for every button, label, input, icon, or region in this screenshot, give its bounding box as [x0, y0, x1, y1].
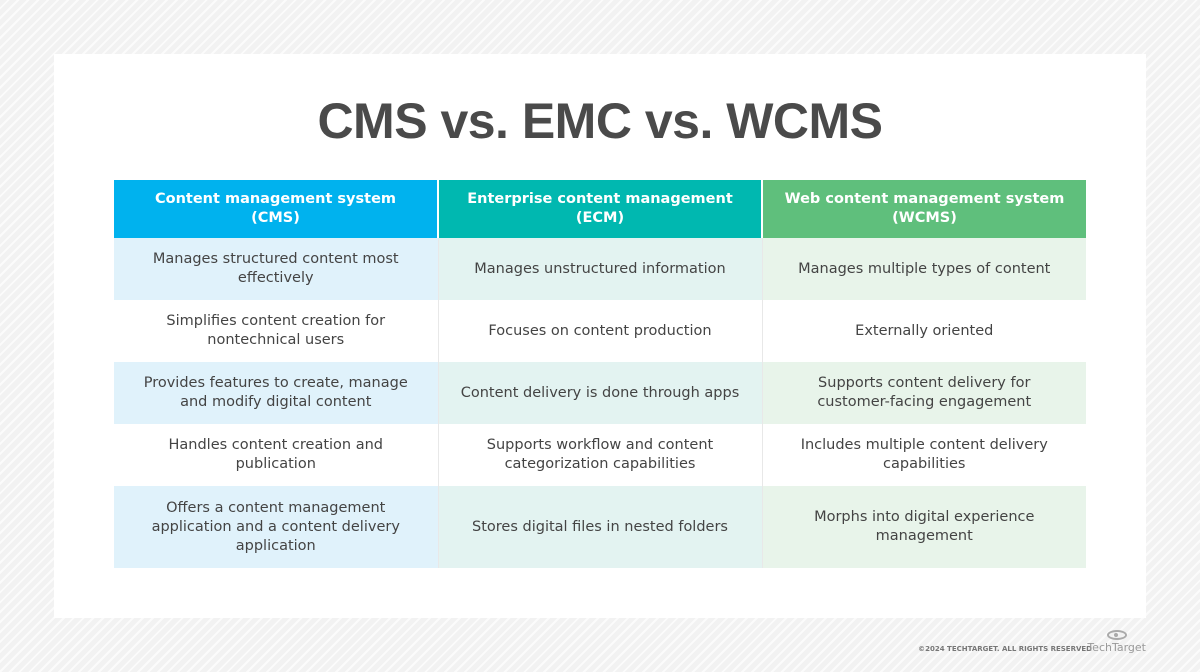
table-cell: Focuses on content production	[438, 300, 763, 362]
header-ecm: Enterprise content management (ECM)	[438, 180, 763, 238]
table-cell: Supports workflow and content categoriza…	[438, 424, 763, 486]
header-cms: Content management system (CMS)	[114, 180, 439, 238]
techtarget-logo: TechTarget	[1087, 630, 1146, 654]
table-cell: Externally oriented	[855, 322, 994, 339]
table-cell: Content delivery is done through apps	[438, 362, 763, 424]
logo-text: TechTarget	[1087, 641, 1146, 654]
table-cell: Manages multiple types of content	[762, 238, 1086, 300]
table-row: Simplifies content creation for nontechn…	[114, 300, 1086, 362]
table-cell: Supports content delivery for customer-f…	[762, 362, 1086, 424]
table-cell: Morphs into digital experience managemen…	[762, 486, 1086, 568]
header-wcms: Web content management system (WCMS)	[762, 180, 1086, 238]
table-cell: Provides features to create, manage and …	[114, 362, 439, 424]
header-row: Content management system (CMS) Enterpri…	[114, 180, 1086, 238]
eye-icon	[1106, 630, 1127, 640]
table-cell: Simplifies content creation for nontechn…	[114, 300, 439, 362]
table-row: Provides features to create, manage and …	[114, 362, 1086, 424]
table-cell: Offers a content management application …	[114, 486, 439, 568]
table-row: Offers a content management application …	[114, 486, 1086, 568]
copyright: ©2024 TECHTARGET. ALL RIGHTS RESERVED	[918, 645, 1092, 653]
table-cell: Manages unstructured information	[438, 238, 763, 300]
table-cell: Handles content creation and publication	[114, 424, 439, 486]
table-cell: Stores digital files in nested folders	[438, 486, 763, 568]
comparison-table: Content management system (CMS) Enterpri…	[114, 180, 1086, 568]
page-title: CMS vs. EMC vs. WCMS	[317, 93, 883, 149]
table-row: Handles content creation and publication…	[114, 424, 1086, 486]
table-cell: Includes multiple content delivery capab…	[800, 437, 1048, 472]
table-cell: Manages structured content most effectiv…	[114, 238, 439, 300]
table-row: Manages structured content most effectiv…	[114, 238, 1086, 300]
